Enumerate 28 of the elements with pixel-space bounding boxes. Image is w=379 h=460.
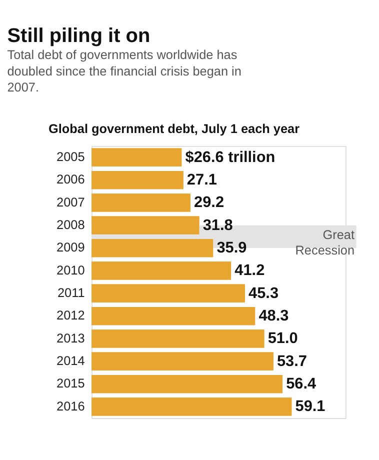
data-label: 31.8 bbox=[202, 216, 234, 234]
data-label: 48.3 bbox=[258, 308, 290, 325]
data-label: 35.9 bbox=[216, 240, 247, 257]
y-tick-label: 2009 bbox=[56, 240, 85, 255]
data-label: 27.1 bbox=[186, 172, 218, 189]
y-tick-label: 2013 bbox=[56, 331, 85, 346]
data-label: 59.1 bbox=[295, 398, 326, 416]
data-label: 56.4 bbox=[286, 376, 317, 393]
band-label: Great Recession bbox=[295, 228, 355, 258]
y-tick-label: 2015 bbox=[56, 376, 85, 391]
y-tick-label: 2007 bbox=[56, 195, 85, 210]
data-label: 51.0 bbox=[268, 330, 298, 348]
data-label: 53.7 bbox=[276, 352, 307, 370]
y-tick-label: 2012 bbox=[56, 308, 85, 323]
data-label: 45.3 bbox=[248, 284, 279, 302]
chart-title: Still piling it on bbox=[7, 24, 150, 47]
y-tick-label: 2014 bbox=[56, 354, 85, 368]
y-tick-label: 2010 bbox=[56, 263, 85, 278]
y-tick-label: 2011 bbox=[57, 286, 85, 300]
y-tick-label: 2008 bbox=[56, 218, 85, 232]
chart-subtitle: Total debt of governments worldwide has doubled since the financial crisis began in 2007. bbox=[7, 48, 242, 95]
data-label: 41.2 bbox=[234, 262, 265, 280]
y-axis-title: Global government debt, July 1 each year bbox=[48, 122, 300, 136]
y-tick-label: 2005 bbox=[56, 150, 85, 164]
data-label: 29.2 bbox=[194, 194, 224, 212]
y-tick-label: 2016 bbox=[56, 399, 85, 414]
data-label: $26.6 trillion bbox=[185, 148, 276, 166]
y-tick-label: 2006 bbox=[56, 172, 85, 187]
